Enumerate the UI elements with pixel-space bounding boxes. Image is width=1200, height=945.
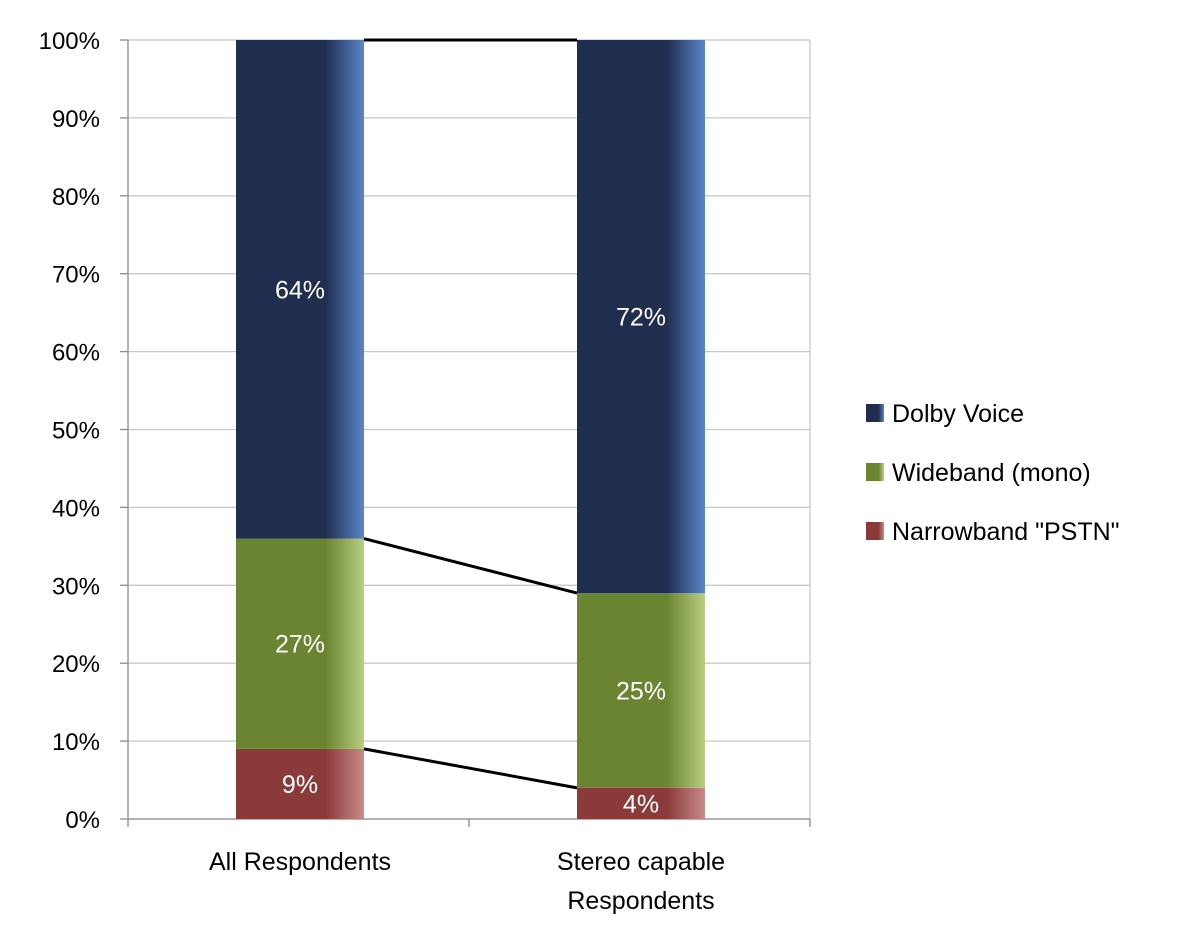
data-label: 27% (275, 631, 325, 659)
y-tick-label: 80% (52, 184, 100, 211)
legend-swatch (866, 463, 884, 481)
bar-segment-dolby-voice-1 (236, 40, 364, 539)
y-tick-label: 30% (52, 573, 100, 600)
x-category-label: Stereo capable (557, 848, 725, 876)
series-line (363, 747, 578, 790)
y-tick-label: 100% (39, 28, 100, 55)
bar-segment-wideband-mono-1 (236, 538, 364, 749)
x-category-label: Respondents (567, 887, 714, 915)
legend: Dolby Voice Wideband (mono) Narrowband "PS… (866, 400, 1120, 546)
data-label: 4% (623, 790, 659, 818)
data-label: 72% (616, 304, 666, 332)
legend-label: Wideband (mono) (892, 459, 1091, 487)
legend-label: Dolby Voice (892, 400, 1024, 428)
y-tick-label: 20% (52, 651, 100, 678)
bar-segment-narrowband-pstn-2 (577, 787, 705, 819)
y-tick-label: 50% (52, 418, 100, 445)
series-lines (363, 38, 578, 790)
series-line (363, 537, 578, 595)
y-tick-label: 90% (52, 106, 100, 133)
y-tick-label: 10% (52, 729, 100, 756)
data-label: 25% (616, 677, 666, 705)
legend-swatch (866, 522, 884, 540)
data-label: 64% (275, 276, 325, 304)
legend-swatch (866, 404, 884, 422)
axes: 0% 10% 20% 30% 40% 50% 60% 70% 80% 90% 100% All Res… (39, 28, 811, 915)
gridlines (128, 39, 811, 820)
y-tick-label: 0% (65, 807, 100, 834)
bar-segment-dolby-voice-2 (577, 40, 705, 594)
data-label: 9% (282, 771, 318, 799)
data-labels: 9% 27% 64% 4% 25% 72% (275, 276, 666, 818)
bar-segment-wideband-mono-2 (577, 593, 705, 788)
x-category-label: All Respondents (209, 848, 391, 876)
bars (236, 40, 705, 819)
legend-label: Narrowband "PSTN" (892, 518, 1120, 546)
y-tick-label: 40% (52, 495, 100, 522)
y-tick-label: 70% (52, 262, 100, 289)
bar-segment-narrowband-pstn-1 (236, 748, 364, 819)
y-tick-label: 60% (52, 340, 100, 367)
